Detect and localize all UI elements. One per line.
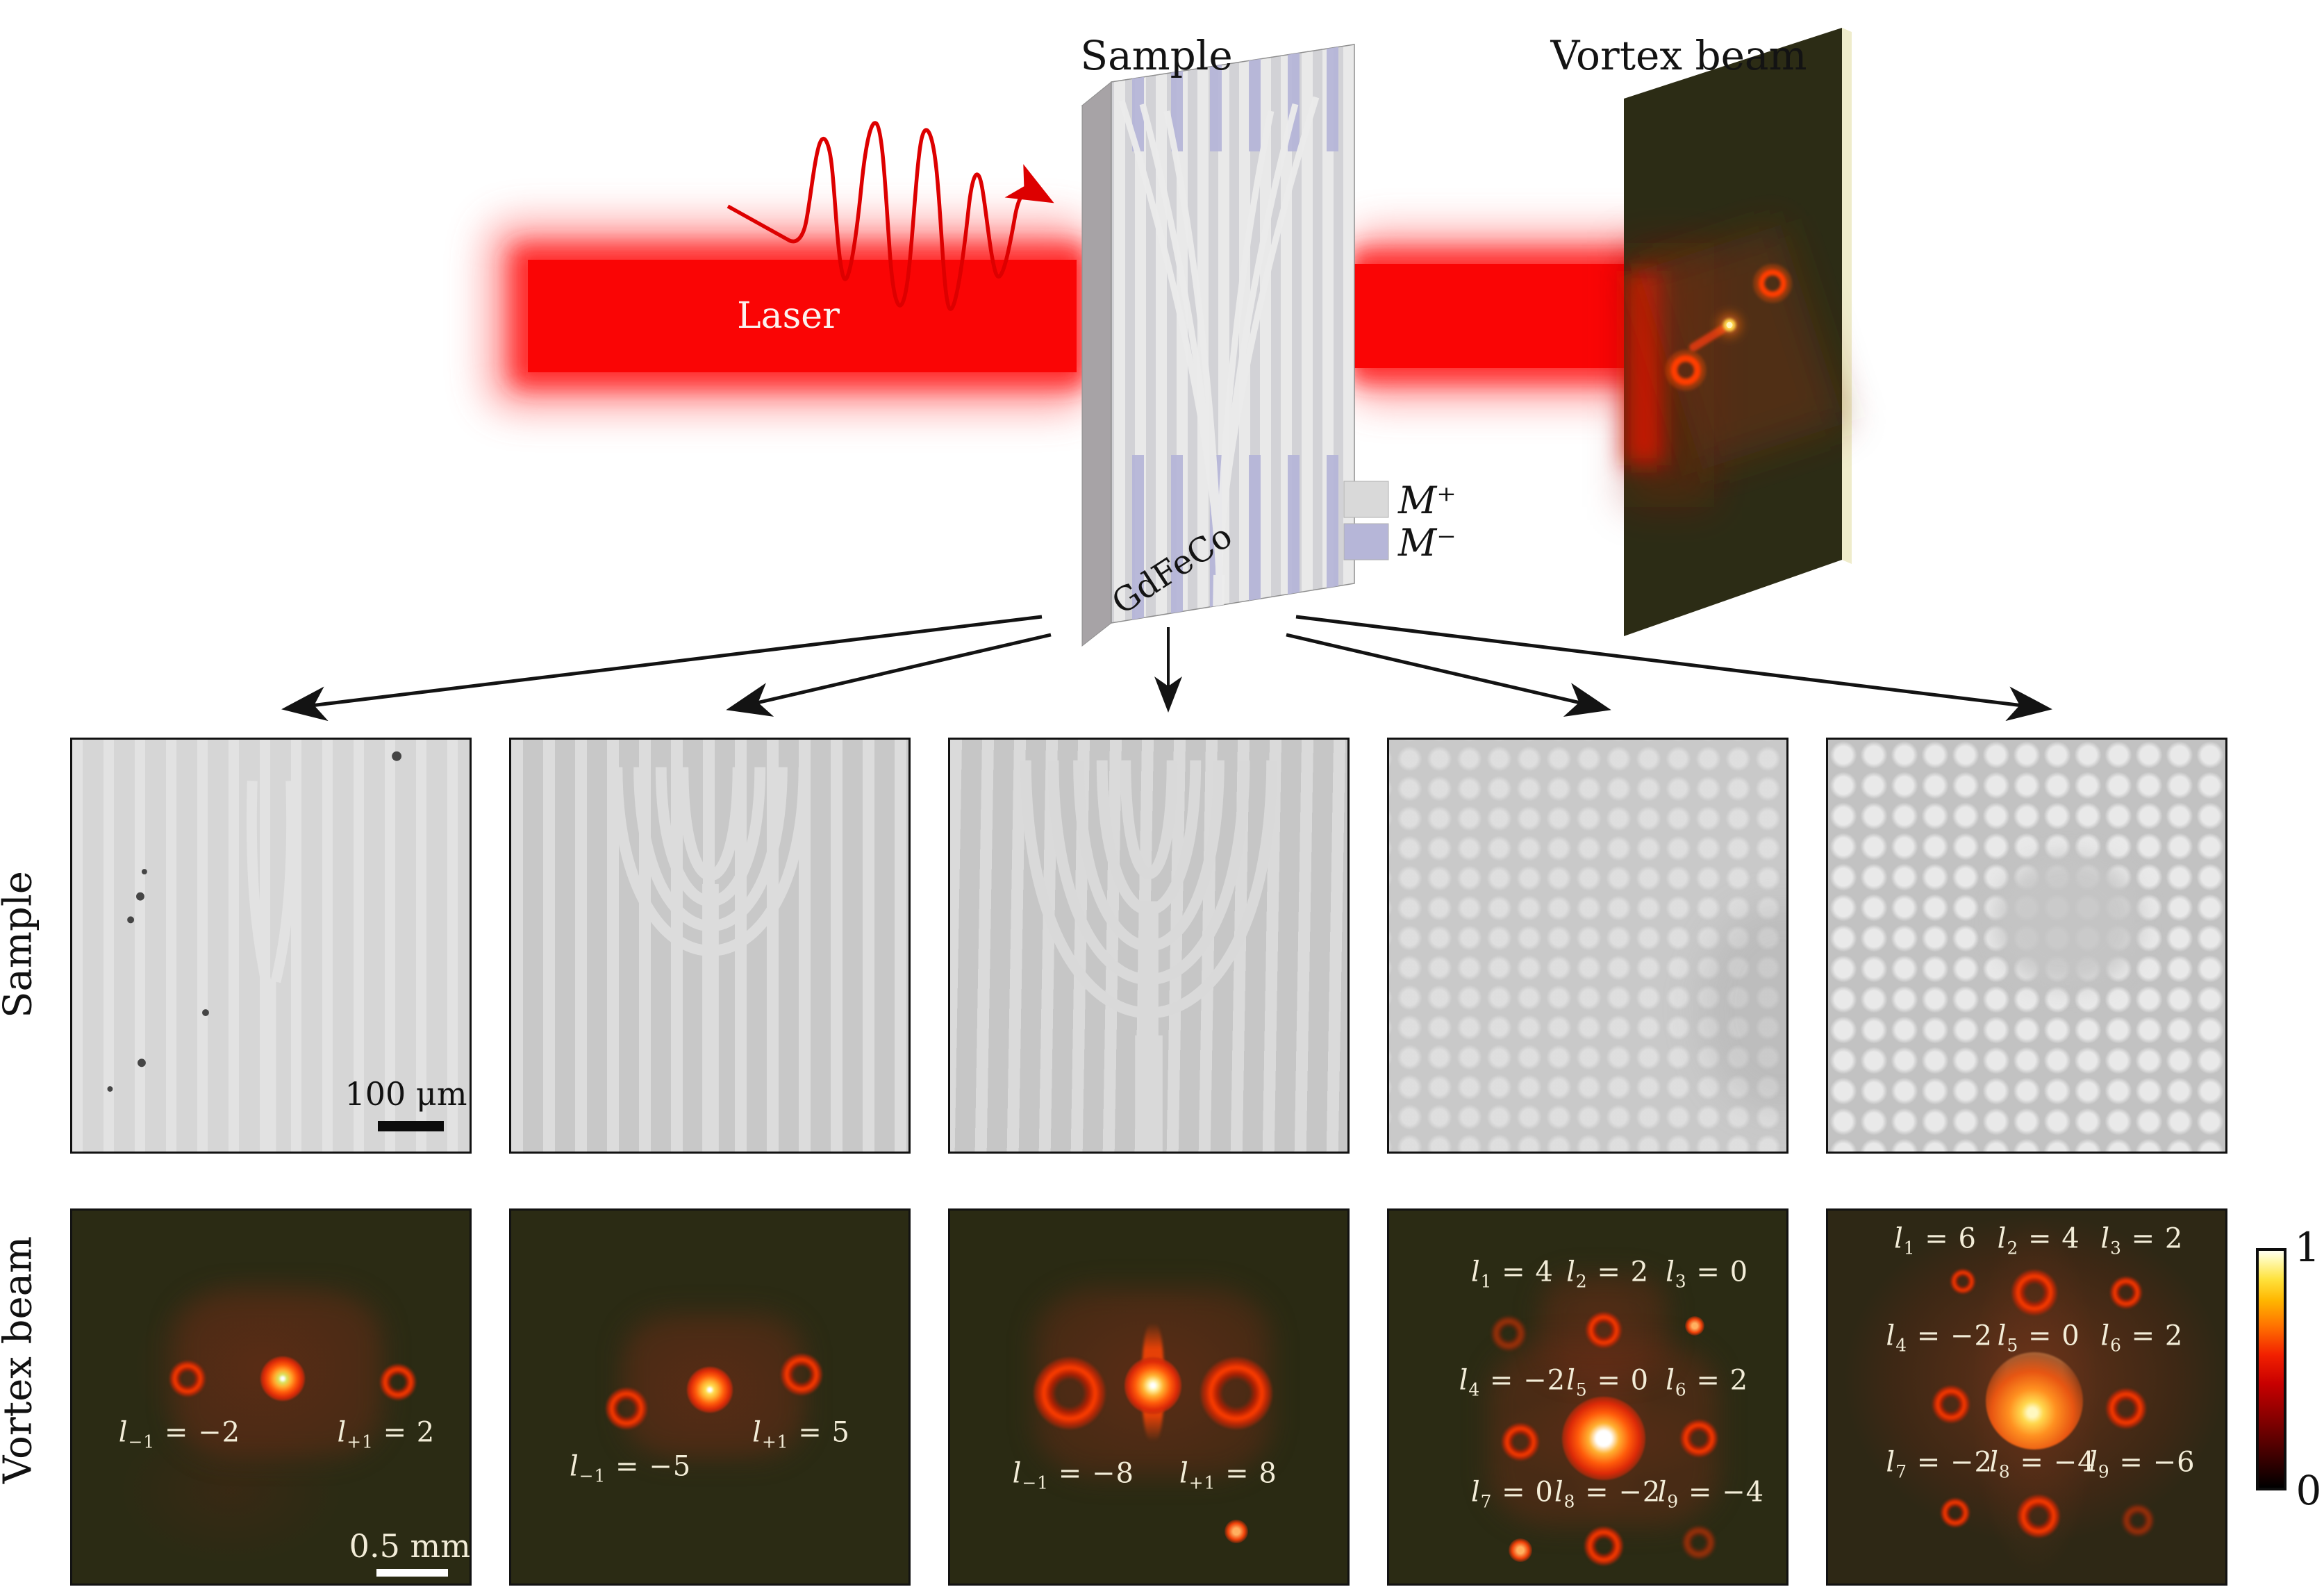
vortex-panel-5: l1 = 6 l2 = 4 l3 = 2 l4 = −2 l5 = 0 l6 = 2 l7 …: [1826, 1208, 2227, 1586]
topological-charge-label: l2 = 4: [1997, 1222, 2080, 1258]
screen-edge: [1842, 28, 1852, 564]
sample-panel-5: [1826, 738, 2227, 1154]
topological-charge-label: l−1 = −5: [569, 1450, 692, 1486]
sample-panel-4: [1387, 738, 1788, 1154]
vortex-spot-ring: [605, 1387, 647, 1429]
vortex-spot-bright: [1124, 1357, 1181, 1415]
fanout-arrows: [281, 615, 2052, 722]
vortex-spot-ring: [2017, 1495, 2061, 1538]
vortex-spot-ring: [2106, 1388, 2146, 1429]
topological-charge-label: l+1 = 2: [337, 1416, 435, 1452]
setup-schematic: Laser GdFeCo: [281, 28, 2052, 722]
vortex-spot-ring: [1585, 1311, 1622, 1348]
topological-charge-label: l1 = 4: [1470, 1256, 1554, 1292]
topological-charge-label: l8 = −2: [1554, 1476, 1661, 1512]
vortex-spot-bright: [687, 1366, 733, 1413]
fork-pattern-l2: [107, 751, 402, 1152]
vortex-spot-bright: [260, 1356, 306, 1401]
topological-charge-label: l1 = 6: [1893, 1222, 1977, 1258]
legend-swatch-m-minus: [1343, 523, 1389, 560]
vortex-spot-ring: [1932, 1386, 1970, 1424]
colorbar-max-label: 1: [2294, 1224, 2321, 1271]
vortex-panel-2: l−1 = −5 l+1 = 5: [509, 1208, 911, 1586]
vortex-spot-ring-lg: [2011, 1270, 2058, 1316]
colorbar-min-label: 0: [2296, 1467, 2322, 1514]
topological-charge-label: l6 = 2: [1666, 1364, 1749, 1400]
sample-panel-3: [948, 738, 1350, 1154]
sample-panel-1: 100 μm: [70, 738, 472, 1154]
topological-charge-label: l4 = −2: [1459, 1364, 1566, 1400]
screen-diffraction-spots: [1666, 264, 1792, 390]
fork-pattern-l5: [611, 767, 810, 1152]
topological-charge-label: l5 = 0: [1997, 1320, 2080, 1356]
laser-beam: Laser: [486, 221, 1090, 410]
vortex-spot-ring-dim: [1491, 1316, 1526, 1352]
topological-charge-label: l7 = −2: [1886, 1446, 1993, 1482]
vortex-spot-dot: [1224, 1519, 1248, 1543]
topological-charge-label: l3 = 2: [2100, 1222, 2184, 1258]
magnetization-legend: M⁺ M⁻: [1343, 479, 1456, 565]
vortex-panel-4: l1 = 4 l2 = 2 l3 = 0 l4 = −2 l5 = 0 l6 = 2 l7 …: [1387, 1208, 1788, 1586]
vortex-spot-ring: [1501, 1422, 1539, 1461]
vortex-spot-ring-sm: [1941, 1497, 1970, 1527]
vortex-spot-ring: [169, 1360, 206, 1397]
topological-charge-label: l6 = 2: [2100, 1320, 2184, 1356]
slab-side-face: [1081, 81, 1112, 647]
vortex-spot-ring: [2110, 1277, 2142, 1309]
sample-scalebar-label: 100 μm: [345, 1074, 467, 1113]
vortex-spot-ring-dim: [1682, 1525, 1716, 1559]
laser-label: Laser: [737, 295, 840, 337]
vortex-screen: [1624, 28, 1852, 636]
schematic-vortex-title: Vortex beam: [1550, 32, 1807, 79]
vortex-spot-dot: [1685, 1316, 1705, 1336]
topological-charge-label: l2 = 2: [1566, 1256, 1650, 1292]
topological-charge-label: l9 = −6: [2089, 1446, 2196, 1482]
vortex-spot-ring-sm: [1950, 1269, 1976, 1295]
vortex-scalebar-label: 0.5 mm: [349, 1527, 471, 1565]
slab-fork-pattern: [1118, 96, 1320, 615]
vortex-spot-ring: [780, 1354, 822, 1396]
vortex-spot-glow: [1986, 1352, 2084, 1449]
vortex-spot-ring: [1680, 1419, 1718, 1457]
topological-charge-label: l−1 = −2: [118, 1416, 241, 1452]
topological-charge-label: l+1 = 5: [752, 1416, 850, 1452]
sample-panel-2: [509, 738, 911, 1154]
vortex-spot-ring: [1584, 1527, 1623, 1566]
vortex-spot-ring: [380, 1364, 417, 1401]
sample-slab: GdFeCo: [1081, 44, 1355, 647]
intensity-colorbar: [2256, 1248, 2286, 1490]
laser-pulse-icon: [727, 121, 1054, 311]
vortex-row-label: Vortex beam: [0, 1236, 41, 1484]
vortex-spot-ring-lg: [1033, 1357, 1106, 1430]
vortex-spot-bright: [1561, 1396, 1645, 1480]
vortex-panel-3: l−1 = −8 l+1 = 8: [948, 1208, 1350, 1586]
topological-charge-label: l+1 = 8: [1179, 1457, 1277, 1493]
topological-charge-label: l5 = 0: [1566, 1364, 1650, 1400]
topological-charge-label: l8 = −4: [1989, 1446, 2096, 1482]
legend-swatch-m-plus: [1343, 481, 1389, 518]
sample-scalebar: [378, 1120, 444, 1131]
fork-pattern-l8: [1020, 760, 1278, 1152]
topological-charge-label: l4 = −2: [1886, 1320, 1993, 1356]
vortex-spot-ring-lg: [1200, 1357, 1272, 1430]
contrast-shade: [1699, 904, 1786, 1113]
vortex-spot-dot: [1508, 1538, 1532, 1562]
sample-row-label: Sample: [0, 871, 41, 1018]
vortex-panel-1: 0.5 mm l−1 = −2 l+1 = 2: [70, 1208, 472, 1586]
schematic-sample-title: Sample: [1080, 32, 1232, 79]
topological-charge-label: l7 = 0: [1470, 1476, 1554, 1512]
topological-charge-label: l3 = 0: [1666, 1256, 1749, 1292]
topological-charge-label: l9 = −4: [1657, 1476, 1765, 1512]
vortex-scalebar: [376, 1568, 448, 1577]
dislocation-blur-patch: [1995, 855, 2141, 988]
topological-charge-label: l−1 = −8: [1012, 1457, 1134, 1493]
legend-label-m-minus: M⁻: [1397, 521, 1456, 565]
vortex-spot-ring-dim: [2122, 1504, 2155, 1536]
legend-label-m-plus: M⁺: [1397, 479, 1456, 522]
